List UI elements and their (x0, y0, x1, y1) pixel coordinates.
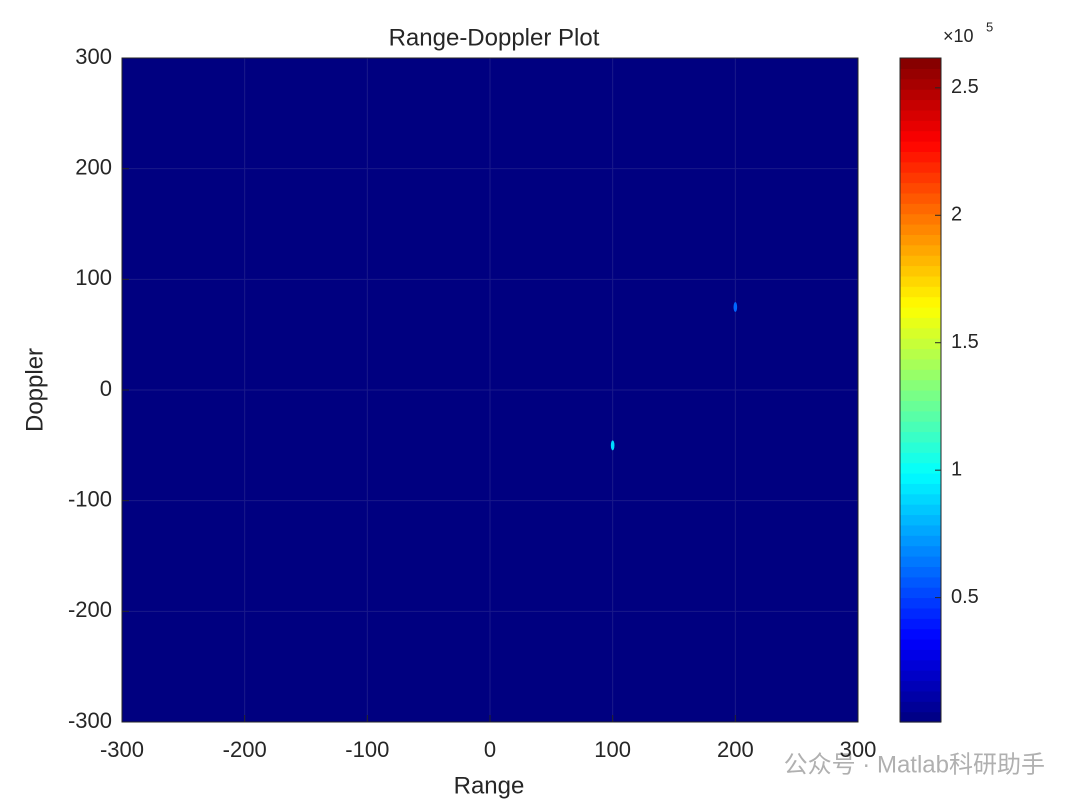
colorbar-segment (900, 504, 941, 516)
colorbar-tick-label: 0.5 (951, 586, 979, 608)
colorbar-segment (900, 659, 941, 671)
colorbar-segment (900, 78, 941, 90)
colorbar-segment (900, 307, 941, 318)
colorbar-segment (900, 286, 941, 298)
colorbar-segment (900, 161, 941, 173)
colorbar-segment (900, 192, 941, 204)
colorbar-segment (900, 244, 941, 256)
colorbar-frame (899, 57, 942, 723)
colorbar-segment (900, 99, 941, 111)
y-tick-label: 0 (100, 376, 112, 401)
colorbar-segment (900, 628, 941, 640)
colorbar-segment (900, 265, 941, 277)
colorbar-segment (900, 369, 941, 381)
colorbar-segment (900, 348, 941, 360)
colorbar-segment (900, 649, 941, 661)
x-tick-label: 300 (840, 737, 877, 762)
colorbar-segment (900, 400, 941, 412)
colorbar-segment (900, 524, 941, 536)
colorbar-segment (900, 327, 941, 339)
colorbar-segment (900, 224, 941, 235)
colorbar-segment (900, 587, 941, 599)
colorbar-tick-label: 1 (951, 458, 962, 480)
colorbar-segment (900, 576, 941, 588)
x-tick-label: 0 (484, 737, 496, 762)
x-tick-label: -100 (345, 737, 389, 762)
x-tick-label: 200 (717, 737, 754, 762)
colorbar-segment (900, 597, 941, 609)
colorbar-segment (900, 483, 941, 495)
chart-title: Range-Doppler Plot (389, 24, 600, 51)
colorbar-tick-label: 1.5 (951, 331, 979, 353)
colorbar-segment (900, 545, 941, 557)
colorbar-segment (900, 535, 941, 547)
colorbar-segment (900, 421, 941, 433)
colorbar-segment (900, 234, 941, 246)
colorbar-multiplier: ×10 (943, 26, 974, 46)
colorbar-segment (900, 120, 941, 132)
y-tick-label: -200 (68, 597, 112, 622)
y-tick-label: -100 (68, 486, 112, 511)
x-tick-label: -200 (223, 737, 267, 762)
colorbar-segment (900, 607, 941, 619)
colorbar-exponent: 5 (986, 19, 993, 34)
colorbar-tick-label: 2 (951, 204, 962, 226)
heatmap-peak (733, 302, 738, 312)
colorbar-segment (900, 473, 941, 484)
colorbar-segment (900, 68, 941, 80)
heatmap-peak (610, 440, 615, 451)
y-axis-label: Doppler (21, 348, 48, 432)
colorbar-segment (900, 618, 941, 630)
colorbar-segment (900, 338, 941, 350)
colorbar-segment (900, 89, 941, 101)
colorbar-segment (900, 130, 941, 142)
y-tick-label: -300 (68, 708, 112, 733)
x-tick-label: -300 (100, 737, 144, 762)
y-tick-label: 200 (75, 154, 112, 179)
colorbar-segment (900, 203, 941, 215)
colorbar-segment (900, 255, 941, 267)
colorbar-segment (900, 711, 941, 723)
colorbar-segment (900, 58, 941, 69)
colorbar-segment (900, 701, 941, 713)
watermark: 公众号 · Matlab科研助手 (784, 751, 1045, 778)
colorbar-segment (900, 680, 941, 692)
x-axis-label: Range (454, 772, 525, 799)
colorbar-segment (900, 390, 941, 401)
colorbar-segment (900, 639, 941, 650)
colorbar-segment (900, 410, 941, 422)
colorbar-segment (900, 431, 941, 443)
x-tick-label: 100 (594, 737, 631, 762)
colorbar-segment (900, 452, 941, 464)
colorbar-segment (900, 358, 941, 370)
colorbar-segment (900, 670, 941, 682)
colorbar-segment (900, 514, 941, 526)
colorbar-segment (900, 566, 941, 578)
colorbar-segment (900, 141, 941, 152)
colorbar-segment (900, 317, 941, 329)
colorbar-segment (900, 493, 941, 505)
colorbar-segment (900, 182, 941, 194)
colorbar-segment (900, 379, 941, 391)
colorbar-segment (900, 213, 941, 225)
y-tick-label: 300 (75, 44, 112, 69)
colorbar-segment (900, 441, 941, 453)
colorbar-segment (900, 172, 941, 184)
colorbar-segment (900, 275, 941, 287)
colorbar-segment (900, 151, 941, 163)
colorbar-segment (900, 690, 941, 702)
colorbar-segment (900, 296, 941, 308)
y-tick-label: 100 (75, 265, 112, 290)
colorbar-segment (900, 556, 941, 567)
colorbar-segment (900, 109, 941, 121)
colorbar-tick-label: 2.5 (951, 76, 979, 98)
colorbar-segment (900, 462, 941, 474)
